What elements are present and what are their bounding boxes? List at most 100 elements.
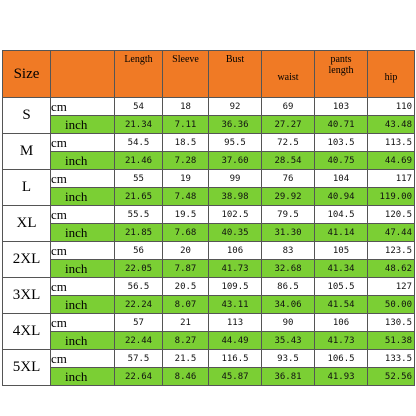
measure-cell: 119.00 <box>367 187 415 206</box>
measure-cell: 130.5 <box>367 313 415 332</box>
measure-cell: 113.5 <box>367 133 415 152</box>
size-label: L <box>2 169 51 206</box>
measure-cell: 48.62 <box>367 259 415 278</box>
measure-cell: 38.98 <box>208 187 262 206</box>
measure-cell: 21.85 <box>114 223 163 242</box>
pants-length-header-text: pants <box>330 54 352 65</box>
unit-label-inch: inch <box>50 295 115 314</box>
measure-cell: 21.34 <box>114 115 163 134</box>
measure-cell: 106 <box>208 241 262 260</box>
measure-cell: 56 <box>114 241 163 260</box>
measure-cell: 19 <box>162 169 209 188</box>
table-row: inch 21.46 7.28 37.60 28.54 40.75 44.69 <box>3 151 415 170</box>
measure-cell: 54 <box>114 97 163 116</box>
measure-cell: 104 <box>314 169 368 188</box>
measure-cell: 43.11 <box>208 295 262 314</box>
waist-header: waist <box>261 50 315 98</box>
size-label: 2XL <box>2 241 51 278</box>
measure-cell: 29.92 <box>261 187 315 206</box>
hip-header-text: hip <box>384 71 398 83</box>
measure-cell: 133.5 <box>367 349 415 368</box>
measure-cell: 117 <box>367 169 415 188</box>
measure-cell: 37.60 <box>208 151 262 170</box>
measure-cell: 27.27 <box>261 115 315 134</box>
measure-cell: 21.5 <box>162 349 209 368</box>
measure-cell: 69 <box>261 97 315 116</box>
measure-cell: 102.5 <box>208 205 262 224</box>
measure-cell: 20.5 <box>162 277 209 296</box>
measure-cell: 95.5 <box>208 133 262 152</box>
hip-header: hip <box>367 50 415 98</box>
measure-cell: 72.5 <box>261 133 315 152</box>
unit-label-cm: cm <box>50 241 115 260</box>
measure-cell: 40.71 <box>314 115 368 134</box>
table-row: inch 21.34 7.11 36.36 27.27 40.71 43.48 <box>3 115 415 134</box>
bust-header: Bust <box>208 50 262 98</box>
table-row: inch 22.24 8.07 43.11 34.06 41.54 50.00 <box>3 295 415 314</box>
table-row: 5XL cm 57.5 21.5 116.5 93.5 106.5 133.5 <box>2 349 415 386</box>
measure-cell: 32.68 <box>261 259 315 278</box>
unit-label-inch: inch <box>50 223 115 242</box>
sleeve-header-text: Sleeve <box>172 54 199 65</box>
unit-label-cm: cm <box>50 169 115 188</box>
measure-cell: 127 <box>367 277 415 296</box>
measure-cell: 18.5 <box>162 133 209 152</box>
table-row: inch 21.65 7.48 38.98 29.92 40.94 119.00 <box>3 187 415 206</box>
measure-cell: 7.87 <box>162 259 209 278</box>
measure-cell: 41.73 <box>314 331 368 350</box>
measure-cell: 76 <box>261 169 315 188</box>
table-row: 3XL cm 56.5 20.5 109.5 86.5 105.5 127 <box>2 277 415 314</box>
table-row: inch 21.85 7.68 40.35 31.30 41.14 47.44 <box>3 223 415 242</box>
measure-cell: 21.46 <box>114 151 163 170</box>
measure-cell: 41.54 <box>314 295 368 314</box>
measure-cell: 83 <box>261 241 315 260</box>
unit-label-inch: inch <box>50 187 115 206</box>
measure-cell: 93.5 <box>261 349 315 368</box>
unit-label-inch: inch <box>50 151 115 170</box>
measure-cell: 90 <box>261 313 315 332</box>
measure-cell: 43.48 <box>367 115 415 134</box>
bust-header-text: Bust <box>225 54 245 65</box>
measure-cell: 105.5 <box>314 277 368 296</box>
measure-cell: 123.5 <box>367 241 415 260</box>
measure-cell: 41.93 <box>314 367 368 386</box>
size-chart-table: Size Length Sleeve Bust waist pants length hip … <box>2 50 415 386</box>
measure-cell: 50.00 <box>367 295 415 314</box>
measure-cell: 113 <box>208 313 262 332</box>
measure-cell: 19.5 <box>162 205 209 224</box>
unit-label-cm: cm <box>50 313 115 332</box>
measure-cell: 116.5 <box>208 349 262 368</box>
measure-cell: 103.5 <box>314 133 368 152</box>
measure-cell: 103 <box>314 97 368 116</box>
size-label: XL <box>2 205 51 242</box>
measure-cell: 110 <box>367 97 415 116</box>
measure-cell: 79.5 <box>261 205 315 224</box>
header-row: Size Length Sleeve Bust waist pants length hip <box>2 50 415 98</box>
length-header: Length <box>114 50 163 98</box>
measure-cell: 7.11 <box>162 115 209 134</box>
measure-cell: 45.87 <box>208 367 262 386</box>
measure-cell: 57.5 <box>114 349 163 368</box>
measure-cell: 40.94 <box>314 187 368 206</box>
measure-cell: 55 <box>114 169 163 188</box>
measure-cell: 120.5 <box>367 205 415 224</box>
measure-cell: 44.69 <box>367 151 415 170</box>
pants-length-header: pants length <box>314 50 368 98</box>
table-row: XL cm 55.5 19.5 102.5 79.5 104.5 120.5 <box>2 205 415 242</box>
unit-label-inch: inch <box>50 367 115 386</box>
unit-label-cm: cm <box>50 349 115 368</box>
measure-cell: 36.36 <box>208 115 262 134</box>
measure-cell: 47.44 <box>367 223 415 242</box>
size-label: S <box>2 97 51 134</box>
unit-label-cm: cm <box>50 133 115 152</box>
measure-cell: 52.56 <box>367 367 415 386</box>
measure-cell: 31.30 <box>261 223 315 242</box>
measure-cell: 41.14 <box>314 223 368 242</box>
table-row: inch 22.05 7.87 41.73 32.68 41.34 48.62 <box>3 259 415 278</box>
measure-cell: 21 <box>162 313 209 332</box>
size-label: 5XL <box>2 349 51 386</box>
